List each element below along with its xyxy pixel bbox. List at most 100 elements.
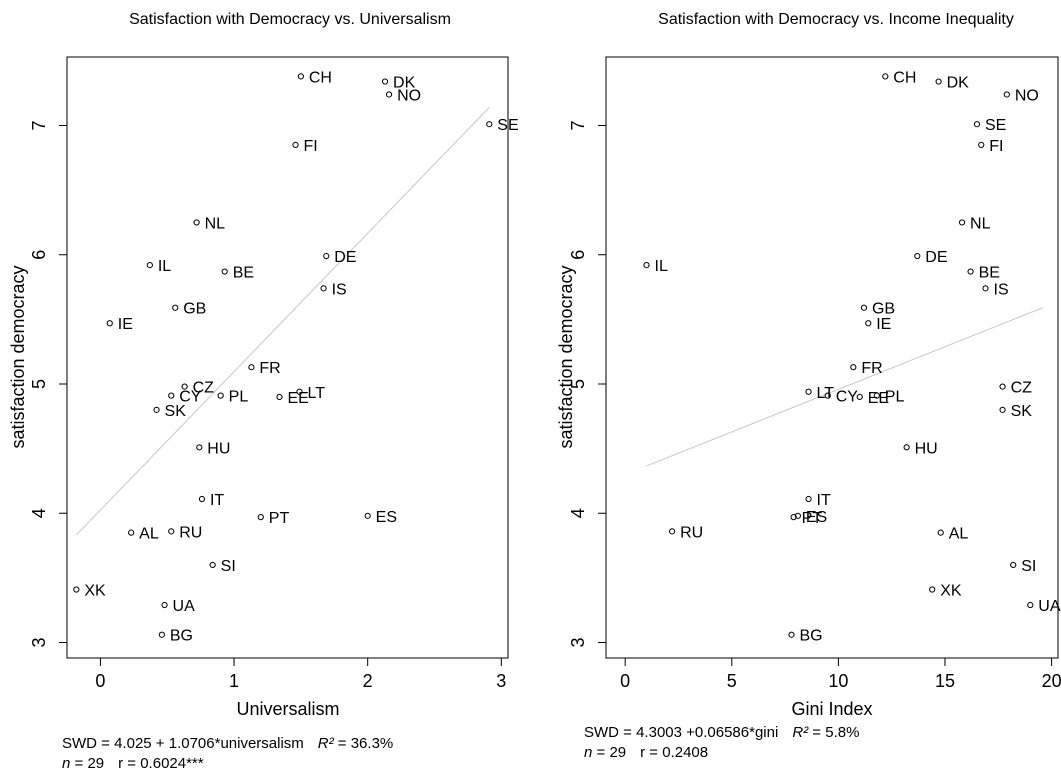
universalism-chart: Satisfaction with Democracy vs. Universa… (8, 11, 519, 719)
sample-stats: n = 29 r = 0.6024*** (62, 755, 204, 772)
data-point (794, 512, 801, 519)
point-label: BE (979, 265, 1000, 282)
axes: 0 1 2 3 3 4 5 6 7 (29, 120, 506, 691)
y-tick-label: 5 (568, 379, 588, 389)
y-tick-label: 4 (29, 508, 49, 518)
data-point (296, 388, 303, 395)
data-point (217, 392, 224, 399)
point-label: UA (1038, 598, 1061, 615)
point-label: SK (165, 403, 187, 420)
x-tick-label: 0 (620, 671, 630, 691)
data-point (978, 141, 985, 148)
plot-frame (605, 56, 1059, 659)
y-tick-label: 7 (29, 120, 49, 130)
point-label: PT (802, 510, 823, 527)
y-tick-label: 4 (568, 508, 588, 518)
y-tick-label: 6 (29, 250, 49, 260)
point-label: IE (876, 316, 891, 333)
data-point (1010, 561, 1017, 569)
point-label: NL (970, 215, 991, 232)
point-label: DE (334, 249, 356, 266)
data-point (935, 78, 942, 85)
point-label: PL (229, 389, 249, 406)
point-label: IS (332, 281, 347, 298)
data-point (929, 586, 936, 593)
point-label: BG (170, 628, 193, 645)
x-tick-label: 1 (229, 671, 239, 691)
point-label: FR (861, 360, 882, 377)
point-label: DK (947, 75, 970, 92)
point-label: GB (183, 301, 206, 318)
data-point (914, 252, 921, 260)
point-label: CY (179, 389, 202, 406)
point-label: AL (139, 526, 159, 543)
point-label: AL (949, 526, 969, 543)
point-label: GB (872, 301, 895, 318)
point-label: SI (221, 558, 236, 575)
point-label: CH (309, 69, 332, 86)
data-point (364, 512, 371, 519)
data-point (221, 268, 228, 275)
y-tick-label: 6 (568, 250, 588, 260)
point-label: RU (680, 524, 703, 541)
point-label: ES (376, 509, 397, 526)
data-point (172, 304, 179, 311)
x-axis-label: Gini Index (791, 699, 872, 719)
fit-line-layer (75, 107, 490, 536)
data-point (805, 495, 812, 503)
data-point (168, 528, 175, 535)
data-point (882, 73, 889, 80)
data-point (973, 121, 981, 128)
data-point (788, 631, 795, 638)
data-point (982, 285, 989, 292)
point-label: EE (287, 390, 308, 407)
fit-line (646, 307, 1044, 467)
data-point (850, 364, 857, 371)
regression-equation: SWD = 4.025 + 1.0706*universalism R² = 36… (62, 735, 394, 752)
data-point (323, 252, 330, 260)
data-point (999, 406, 1006, 413)
point-label: SE (985, 117, 1006, 134)
axes: 0 5 10 15 20 3 4 5 6 7 (568, 120, 1061, 691)
point-label: UA (173, 598, 196, 615)
data-point (276, 393, 283, 401)
regression-summary-right: SWD = 4.3003 +0.06586*gini R² = 5.8% n = … (584, 723, 859, 763)
data-point (967, 268, 974, 275)
point-label: CY (836, 389, 859, 406)
point-label: NL (205, 215, 226, 232)
point-label: DE (925, 249, 947, 266)
point-label: SI (1021, 558, 1036, 575)
point-label: IT (210, 492, 224, 509)
point-label: LT (817, 385, 835, 402)
data-point (486, 121, 493, 128)
point-label: HU (915, 440, 938, 457)
y-tick-label: 5 (29, 379, 49, 389)
point-label: XK (940, 582, 962, 599)
point-label: DK (393, 75, 416, 92)
data-point (128, 529, 135, 536)
regression-summary-left: SWD = 4.025 + 1.0706*universalism R² = 36… (62, 734, 393, 774)
data-point (873, 392, 880, 399)
sample-stats: n = 29 r = 0.2408 (584, 744, 709, 761)
x-tick-label: 10 (828, 671, 848, 691)
point-label: BE (233, 265, 254, 282)
data-point (1003, 91, 1010, 98)
data-point (937, 529, 944, 536)
data-point (320, 285, 327, 292)
point-label: IL (158, 258, 171, 275)
data-point (106, 320, 113, 327)
chart-title: Satisfaction with Democracy vs. Income I… (658, 11, 1014, 28)
y-tick-label: 3 (568, 637, 588, 647)
chart-title: Satisfaction with Democracy vs. Universa… (129, 11, 451, 28)
x-tick-label: 0 (95, 671, 105, 691)
data-point (903, 444, 910, 451)
data-point (193, 219, 200, 226)
data-point (209, 561, 216, 569)
point-label: CZ (193, 380, 215, 397)
y-axis-label: satisfaction democracy (8, 265, 28, 448)
fit-line (75, 107, 490, 536)
point-label: ES (806, 509, 827, 526)
data-point (856, 393, 863, 401)
